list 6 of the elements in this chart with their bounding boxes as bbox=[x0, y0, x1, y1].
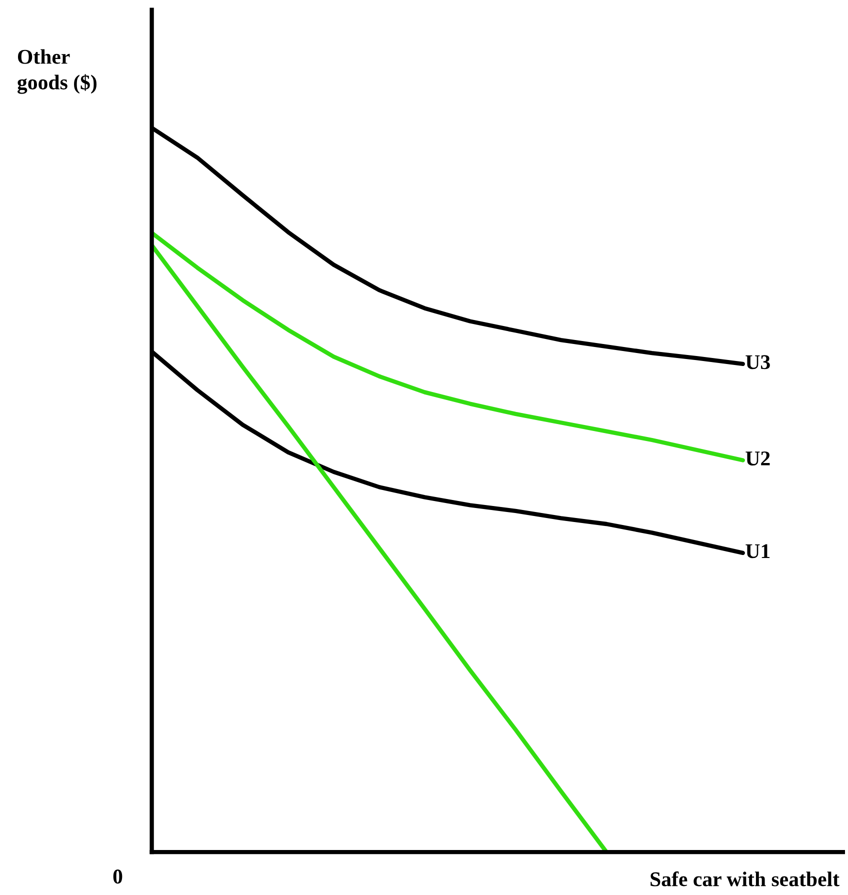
text: 0 bbox=[113, 870, 122, 884]
series-label: U2 bbox=[746, 451, 770, 466]
x-axis-title: Safe car with seatbelt bbox=[650, 871, 840, 886]
y-axis-title: Other goods ($) bbox=[18, 49, 96, 94]
series-label: U3 bbox=[746, 355, 770, 370]
series-label: U1 bbox=[746, 544, 770, 558]
